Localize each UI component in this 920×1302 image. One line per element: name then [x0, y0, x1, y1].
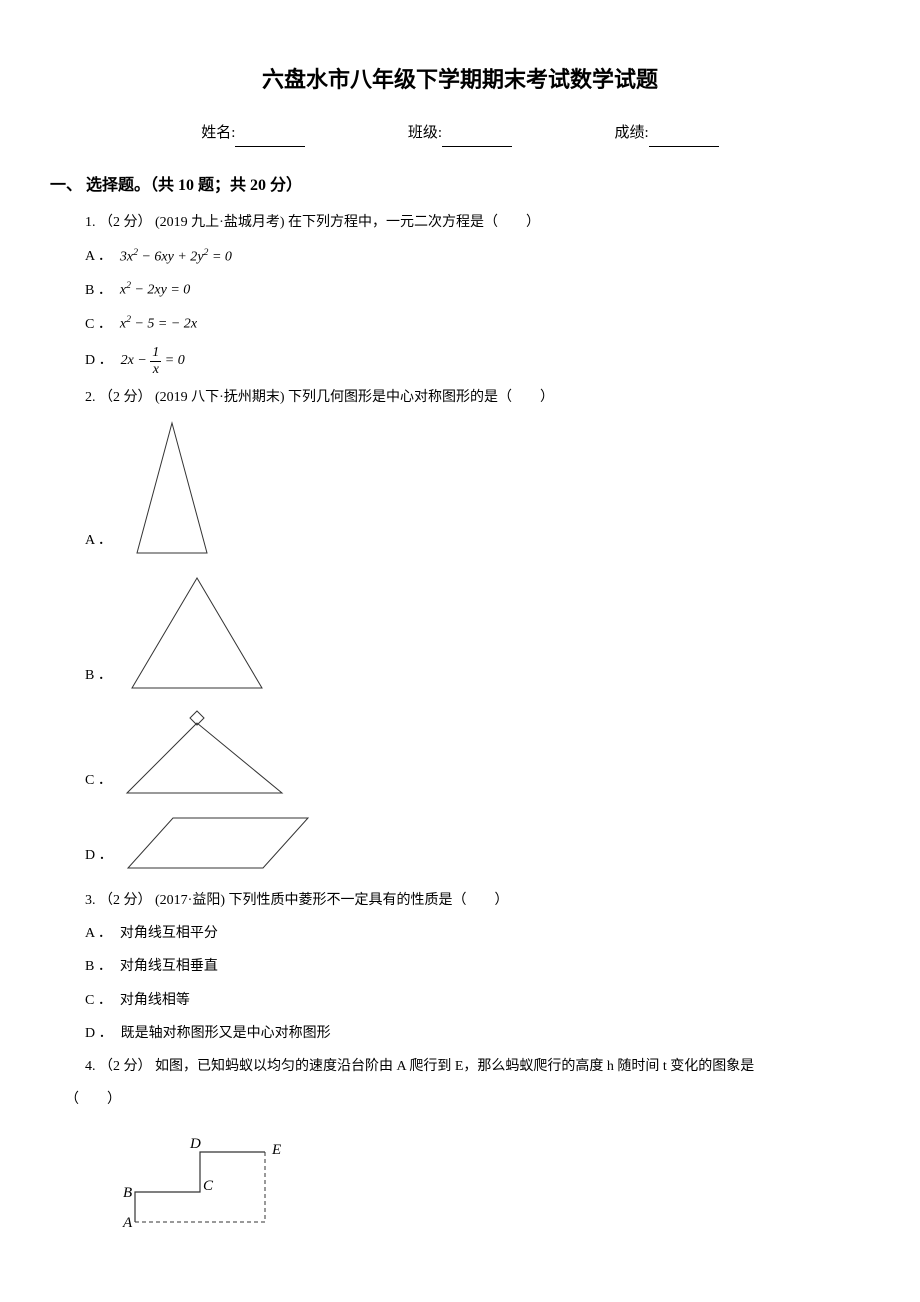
label-d: D: [189, 1136, 201, 1152]
class-blank[interactable]: [442, 146, 512, 147]
option-label: D ．: [85, 1021, 113, 1046]
q1-formula-a: 3x2 − 6xy + 2y2 = 0: [120, 244, 232, 270]
stair-diagram: A B C D E: [105, 1132, 870, 1241]
triangle-tall-icon: [122, 418, 222, 558]
triangle-wide-icon: [122, 573, 272, 693]
option-label: D ．: [85, 348, 113, 373]
score-label: 成绩:: [615, 125, 649, 141]
q2-option-b: B ．: [85, 573, 870, 693]
q3-option-c: C ． 对角线相等: [85, 988, 870, 1013]
label-a: A: [122, 1215, 133, 1231]
q1-formula-d: 2x − 1x = 0: [121, 345, 185, 377]
score-blank[interactable]: [649, 146, 719, 147]
fraction-num: 1: [150, 345, 161, 361]
q3-b-text: 对角线互相垂直: [120, 954, 218, 979]
exam-title: 六盘水市八年级下学期期末考试数学试题: [50, 60, 870, 100]
q2-option-d: D ．: [85, 813, 870, 873]
q2-text: 2. （2 分） (2019 八下·抚州期末) 下列几何图形是中心对称图形的是（…: [85, 385, 870, 410]
q4-text: 4. （2 分） 如图，已知蚂蚁以均匀的速度沿台阶由 A 爬行到 E，那么蚂蚁爬…: [85, 1054, 870, 1079]
q1-option-d: D ． 2x − 1x = 0: [85, 345, 870, 377]
q1-option-a: A ． 3x2 − 6xy + 2y2 = 0: [85, 244, 870, 270]
label-b: B: [123, 1185, 132, 1201]
score-field: 成绩:: [615, 120, 719, 147]
option-label: C ．: [85, 768, 112, 793]
q2-option-a: A ．: [85, 418, 870, 558]
option-label: B ．: [85, 954, 112, 979]
name-label: 姓名:: [201, 125, 235, 141]
option-label: D ．: [85, 843, 113, 868]
q1-option-b: B ． x2 − 2xy = 0: [85, 277, 870, 303]
option-label: C ．: [85, 312, 112, 337]
q4-paren: （ ）: [65, 1087, 870, 1112]
q3-option-b: B ． 对角线互相垂直: [85, 954, 870, 979]
q1-option-c: C ． x2 − 5 = − 2x: [85, 311, 870, 337]
fraction-den: x: [150, 362, 161, 377]
name-field: 姓名:: [201, 120, 305, 147]
q3-a-text: 对角线互相平分: [120, 921, 218, 946]
name-blank[interactable]: [235, 146, 305, 147]
stair-icon: A B C D E: [105, 1132, 305, 1232]
q1-formula-c: x2 − 5 = − 2x: [120, 311, 197, 337]
option-label: A ．: [85, 921, 112, 946]
q3-option-d: D ． 既是轴对称图形又是中心对称图形: [85, 1021, 870, 1046]
option-label: A ．: [85, 244, 112, 269]
section-header: 一、 选择题。（共 10 题；共 20 分）: [50, 172, 870, 201]
q3-c-text: 对角线相等: [120, 988, 190, 1013]
q1-text: 1. （2 分） (2019 九上·盐城月考) 在下列方程中，一元二次方程是（ …: [85, 210, 870, 235]
q1-formula-b: x2 − 2xy = 0: [120, 277, 190, 303]
option-label: B ．: [85, 663, 112, 688]
option-label: B ．: [85, 278, 112, 303]
label-e: E: [271, 1142, 281, 1158]
parallelogram-icon: [123, 813, 313, 873]
student-info-row: 姓名: 班级: 成绩:: [50, 120, 870, 147]
class-label: 班级:: [408, 125, 442, 141]
q3-text: 3. （2 分） (2017·益阳) 下列性质中菱形不一定具有的性质是（ ）: [85, 888, 870, 913]
q3-option-a: A ． 对角线互相平分: [85, 921, 870, 946]
triangle-with-diamond-icon: [122, 708, 287, 798]
label-c: C: [203, 1178, 214, 1194]
q2-option-c: C ．: [85, 708, 870, 798]
class-field: 班级:: [408, 120, 512, 147]
option-label: A ．: [85, 528, 112, 553]
q3-d-text: 既是轴对称图形又是中心对称图形: [121, 1021, 331, 1046]
option-label: C ．: [85, 988, 112, 1013]
